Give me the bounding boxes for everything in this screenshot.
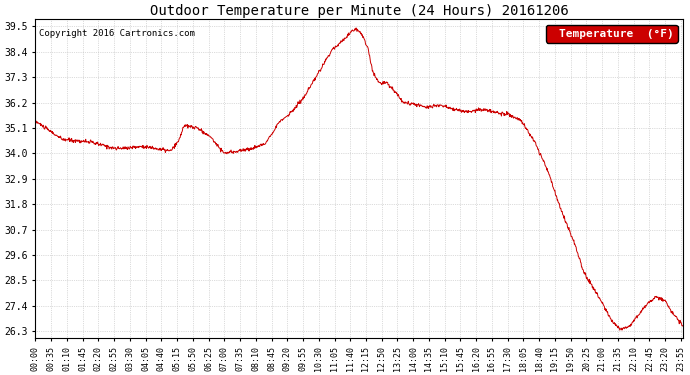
Text: Copyright 2016 Cartronics.com: Copyright 2016 Cartronics.com [39,29,195,38]
Title: Outdoor Temperature per Minute (24 Hours) 20161206: Outdoor Temperature per Minute (24 Hours… [150,4,569,18]
Legend: Temperature  (°F): Temperature (°F) [546,25,678,43]
